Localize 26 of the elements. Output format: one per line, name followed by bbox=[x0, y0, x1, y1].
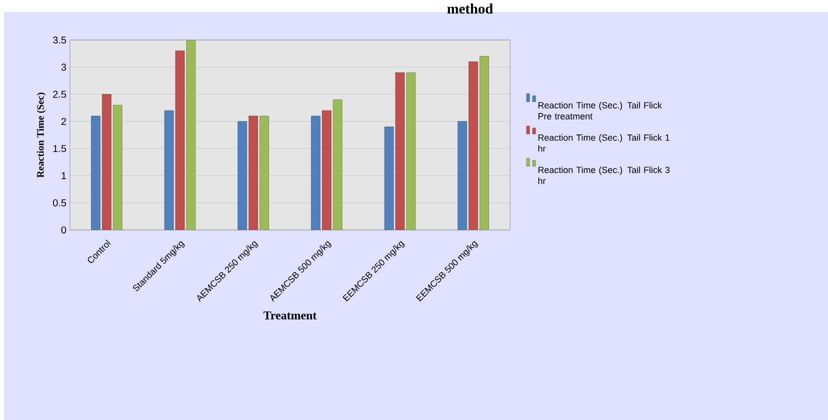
chart-title: method bbox=[447, 4, 493, 14]
bar bbox=[102, 94, 112, 230]
bar bbox=[458, 121, 468, 230]
bar bbox=[248, 116, 258, 230]
y-axis-title: Reaction Time (Sec) bbox=[36, 92, 46, 178]
bar bbox=[238, 121, 248, 230]
bar bbox=[322, 110, 332, 230]
y-tick-label: 1 bbox=[62, 172, 66, 180]
bar bbox=[112, 104, 122, 230]
y-tick-label: 3 bbox=[61, 64, 66, 71]
bar bbox=[468, 62, 478, 230]
x-axis-title: Treatment bbox=[264, 311, 317, 320]
legend-label: Reaction Time (Sec.) Tail Flick 3 hr bbox=[538, 166, 670, 184]
y-tick-label: 3.5 bbox=[53, 36, 66, 44]
bar bbox=[480, 56, 489, 230]
bar bbox=[311, 116, 320, 230]
y-tick-label: 2 bbox=[61, 118, 66, 125]
legend-label: Reaction Time (Sec.) Tail Flick 1 hr bbox=[538, 134, 670, 152]
bar bbox=[91, 116, 100, 230]
y-tick-label: 2.5 bbox=[53, 90, 66, 98]
y-tick-label: 0 bbox=[61, 226, 66, 234]
bar bbox=[332, 100, 342, 230]
bar bbox=[260, 116, 269, 230]
legend-label: Reaction Time (Sec.) Tail Flick Pre treatment bbox=[538, 102, 662, 120]
y-tick-label: 1.5 bbox=[53, 145, 66, 152]
y-tick-label: 0.5 bbox=[53, 199, 66, 206]
